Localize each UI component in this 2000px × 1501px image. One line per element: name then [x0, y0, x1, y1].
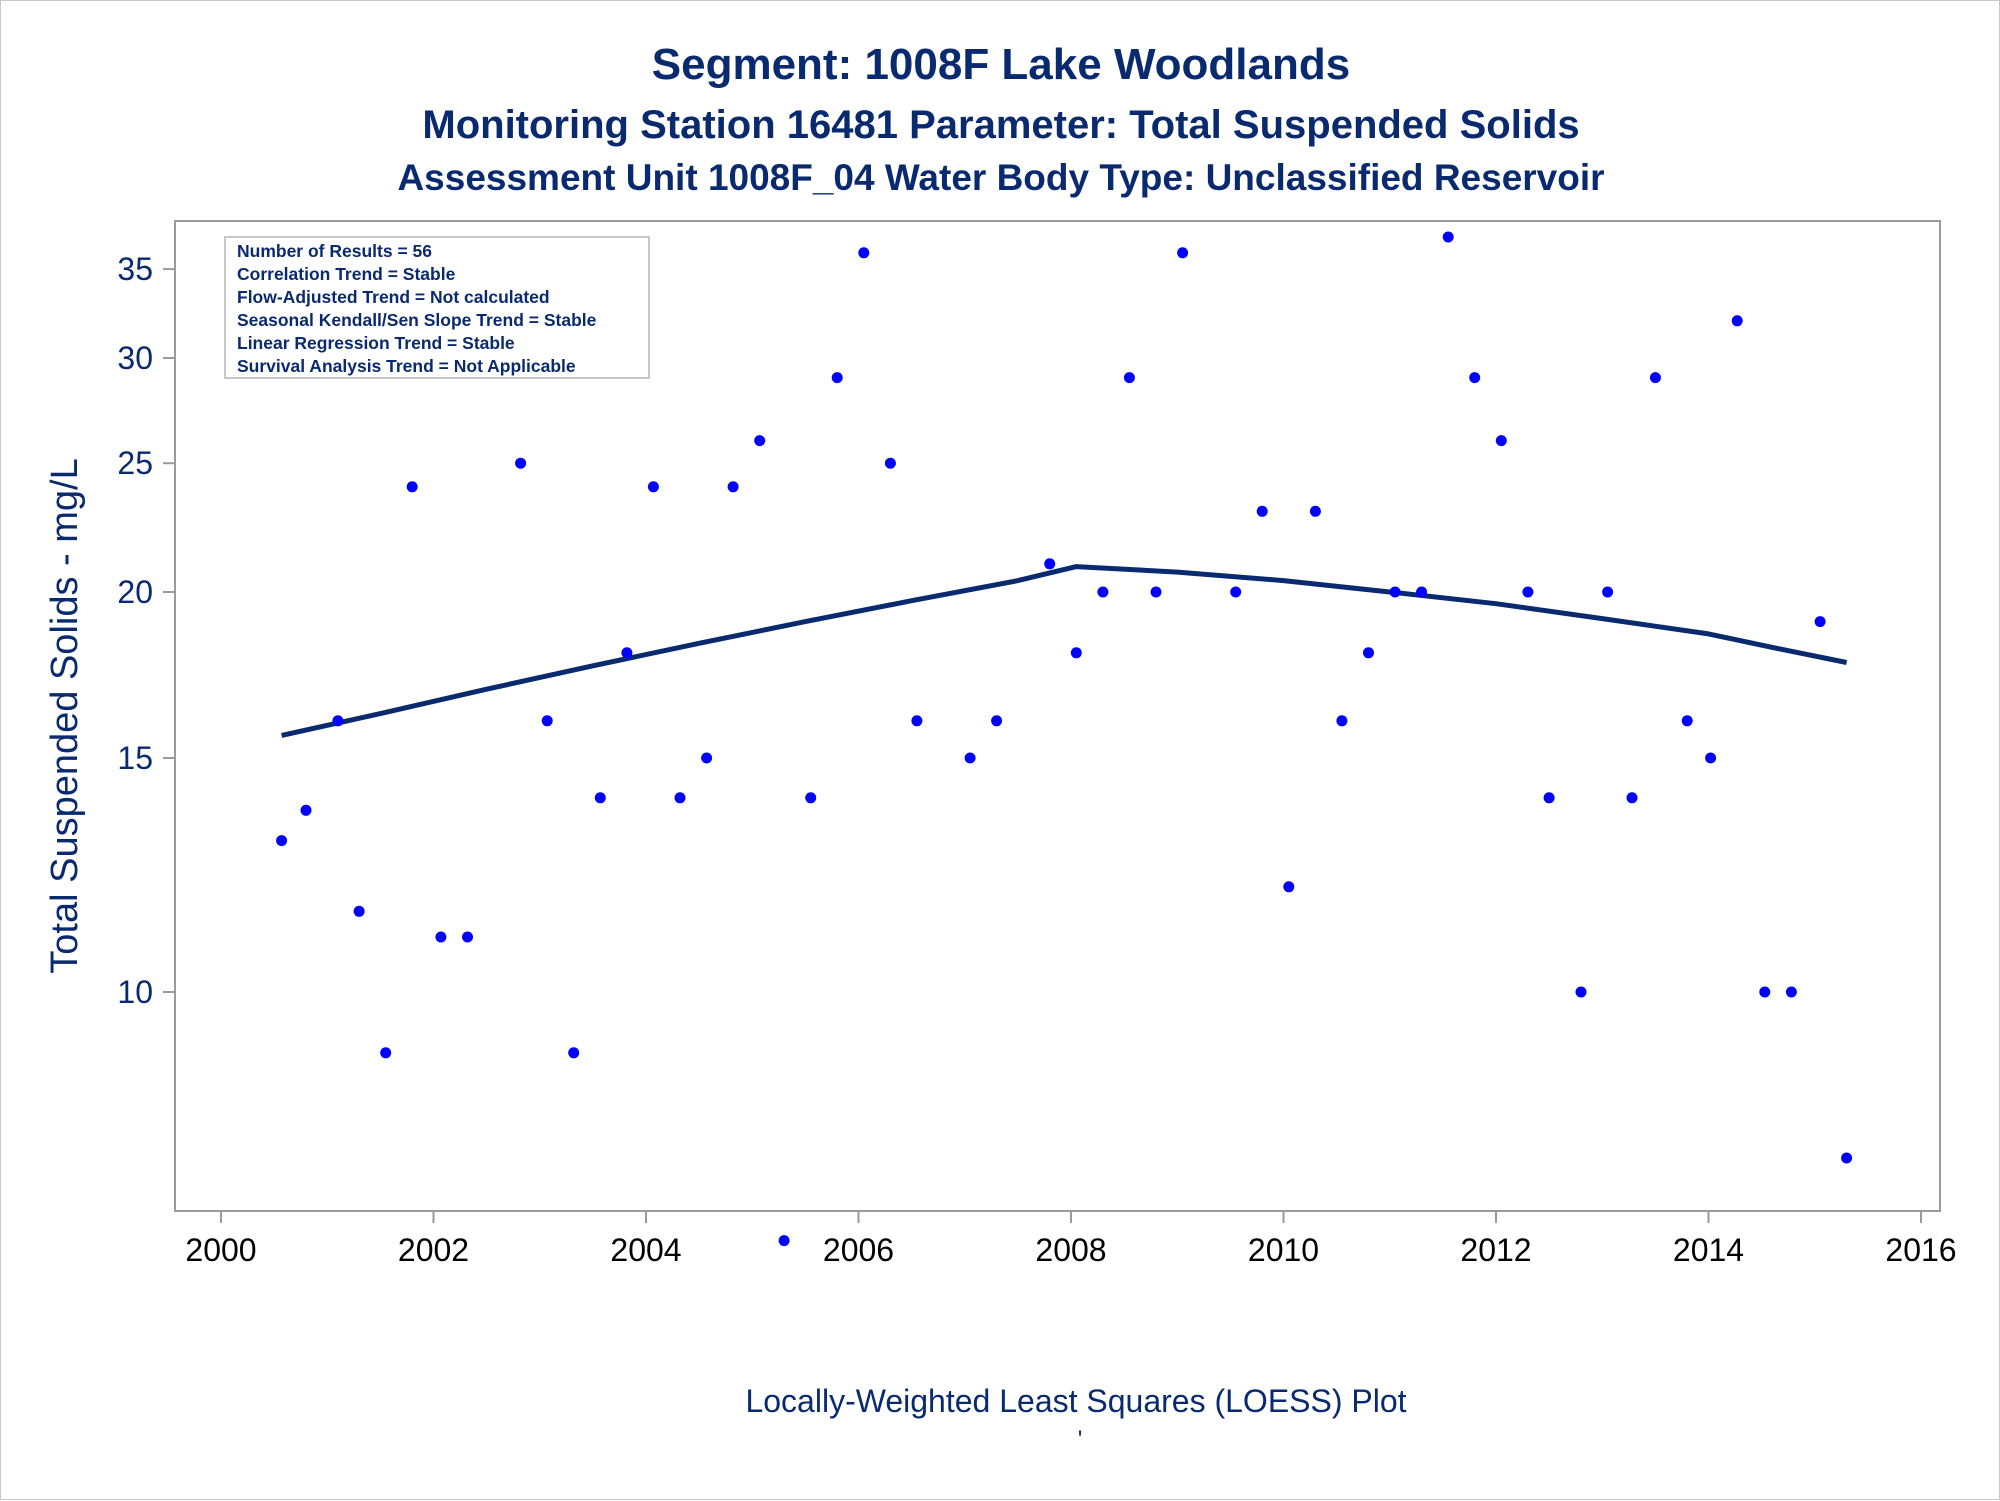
x-tick-label: 2002 [398, 1232, 469, 1268]
x-tick-label: 2012 [1460, 1232, 1531, 1268]
data-point [1626, 792, 1638, 804]
data-point [1044, 558, 1056, 570]
data-point [1649, 372, 1661, 384]
data-point [541, 715, 553, 727]
data-point [380, 1047, 392, 1059]
data-point [621, 647, 633, 659]
y-tick-label: 25 [117, 445, 153, 481]
data-point [1177, 247, 1189, 259]
chart-subtitle-2: Assessment Unit 1008F_04 Water Body Type… [397, 157, 1604, 198]
data-point [1522, 586, 1534, 598]
x-tick-label: 2008 [1035, 1232, 1106, 1268]
data-point [462, 931, 473, 943]
y-tick-label: 10 [117, 974, 153, 1010]
stats-box: Number of Results = 56 Correlation Trend… [224, 236, 650, 379]
chart-title: Segment: 1008F Lake Woodlands [652, 40, 1350, 89]
loess-curve [281, 564, 1848, 738]
stats-line-3: Flow-Adjusted Trend = Not calculated [237, 287, 550, 307]
data-point [1230, 586, 1242, 598]
data-point [332, 715, 344, 727]
data-point [964, 752, 976, 764]
data-point [1442, 231, 1454, 243]
y-tick-label: 35 [117, 251, 153, 287]
y-axis-label: Total Suspended Solids - mg/L [44, 458, 86, 973]
data-point [1575, 986, 1587, 998]
y-axis: 10 15 20 25 30 35 [117, 251, 175, 1010]
data-point [805, 792, 817, 804]
stats-line-4: Seasonal Kendall/Sen Slope Trend = Stabl… [237, 310, 597, 330]
data-point [1785, 986, 1797, 998]
chart-footnote: Locally-Weighted Least Squares (LOESS) P… [745, 1383, 1406, 1419]
data-point [727, 481, 739, 493]
data-point [406, 481, 418, 493]
data-point [1070, 647, 1082, 659]
data-point [1681, 715, 1693, 727]
data-point [1814, 616, 1826, 628]
data-point [568, 1047, 580, 1059]
points-layer [276, 231, 1853, 1247]
data-point [1309, 505, 1321, 517]
stats-box-border [224, 236, 650, 379]
chart-subtitle: Monitoring Station 16481 Parameter: Tota… [422, 103, 1579, 147]
data-point [435, 931, 447, 943]
data-point [831, 372, 843, 384]
data-point [353, 905, 365, 917]
x-tick-label: 2004 [610, 1232, 681, 1268]
data-point [1416, 586, 1428, 598]
data-point [1389, 586, 1401, 598]
data-point [594, 792, 606, 804]
chart-footnote-mark: ' [1078, 1426, 1083, 1453]
data-point [1123, 372, 1135, 384]
data-point [1602, 586, 1614, 598]
data-point [884, 457, 896, 469]
data-point [1283, 881, 1295, 893]
data-point [515, 457, 527, 469]
data-point [1256, 505, 1268, 517]
y-tick-label: 15 [117, 740, 153, 776]
plot-area [174, 220, 1941, 1212]
stats-line-1: Number of Results = 56 [237, 241, 432, 261]
data-point [1731, 315, 1743, 327]
stats-line-5: Linear Regression Trend = Stable [237, 333, 515, 353]
data-point [858, 247, 870, 259]
data-point [701, 752, 713, 764]
loess-layer [281, 564, 1848, 738]
x-tick-label: 2000 [185, 1232, 256, 1268]
data-point [647, 481, 659, 493]
data-point [1097, 586, 1109, 598]
data-point [1363, 647, 1374, 659]
data-point [1495, 435, 1507, 447]
y-tick-label: 30 [117, 340, 153, 376]
y-tick-label: 20 [117, 574, 153, 610]
data-point [911, 715, 923, 727]
data-point [276, 835, 288, 847]
data-point [1150, 586, 1162, 598]
data-point [1841, 1152, 1853, 1164]
x-tick-label: 2014 [1673, 1232, 1744, 1268]
data-point [1759, 986, 1771, 998]
x-axis: 2000 2002 2004 2006 2008 2010 2012 2014 2016 [185, 1211, 1957, 1268]
data-point [1543, 792, 1555, 804]
x-tick-label: 2016 [1885, 1232, 1956, 1268]
data-point [754, 435, 766, 447]
data-point [778, 1235, 790, 1247]
data-point [991, 715, 1003, 727]
data-point [1336, 715, 1348, 727]
x-tick-label: 2010 [1248, 1232, 1319, 1268]
x-tick-label: 2006 [823, 1232, 894, 1268]
stats-line-6: Survival Analysis Trend = Not Applicable [237, 356, 576, 376]
stats-line-2: Correlation Trend = Stable [237, 264, 456, 284]
data-point [1469, 372, 1481, 384]
data-point [300, 804, 312, 816]
data-point [674, 792, 686, 804]
data-point [1705, 752, 1717, 764]
